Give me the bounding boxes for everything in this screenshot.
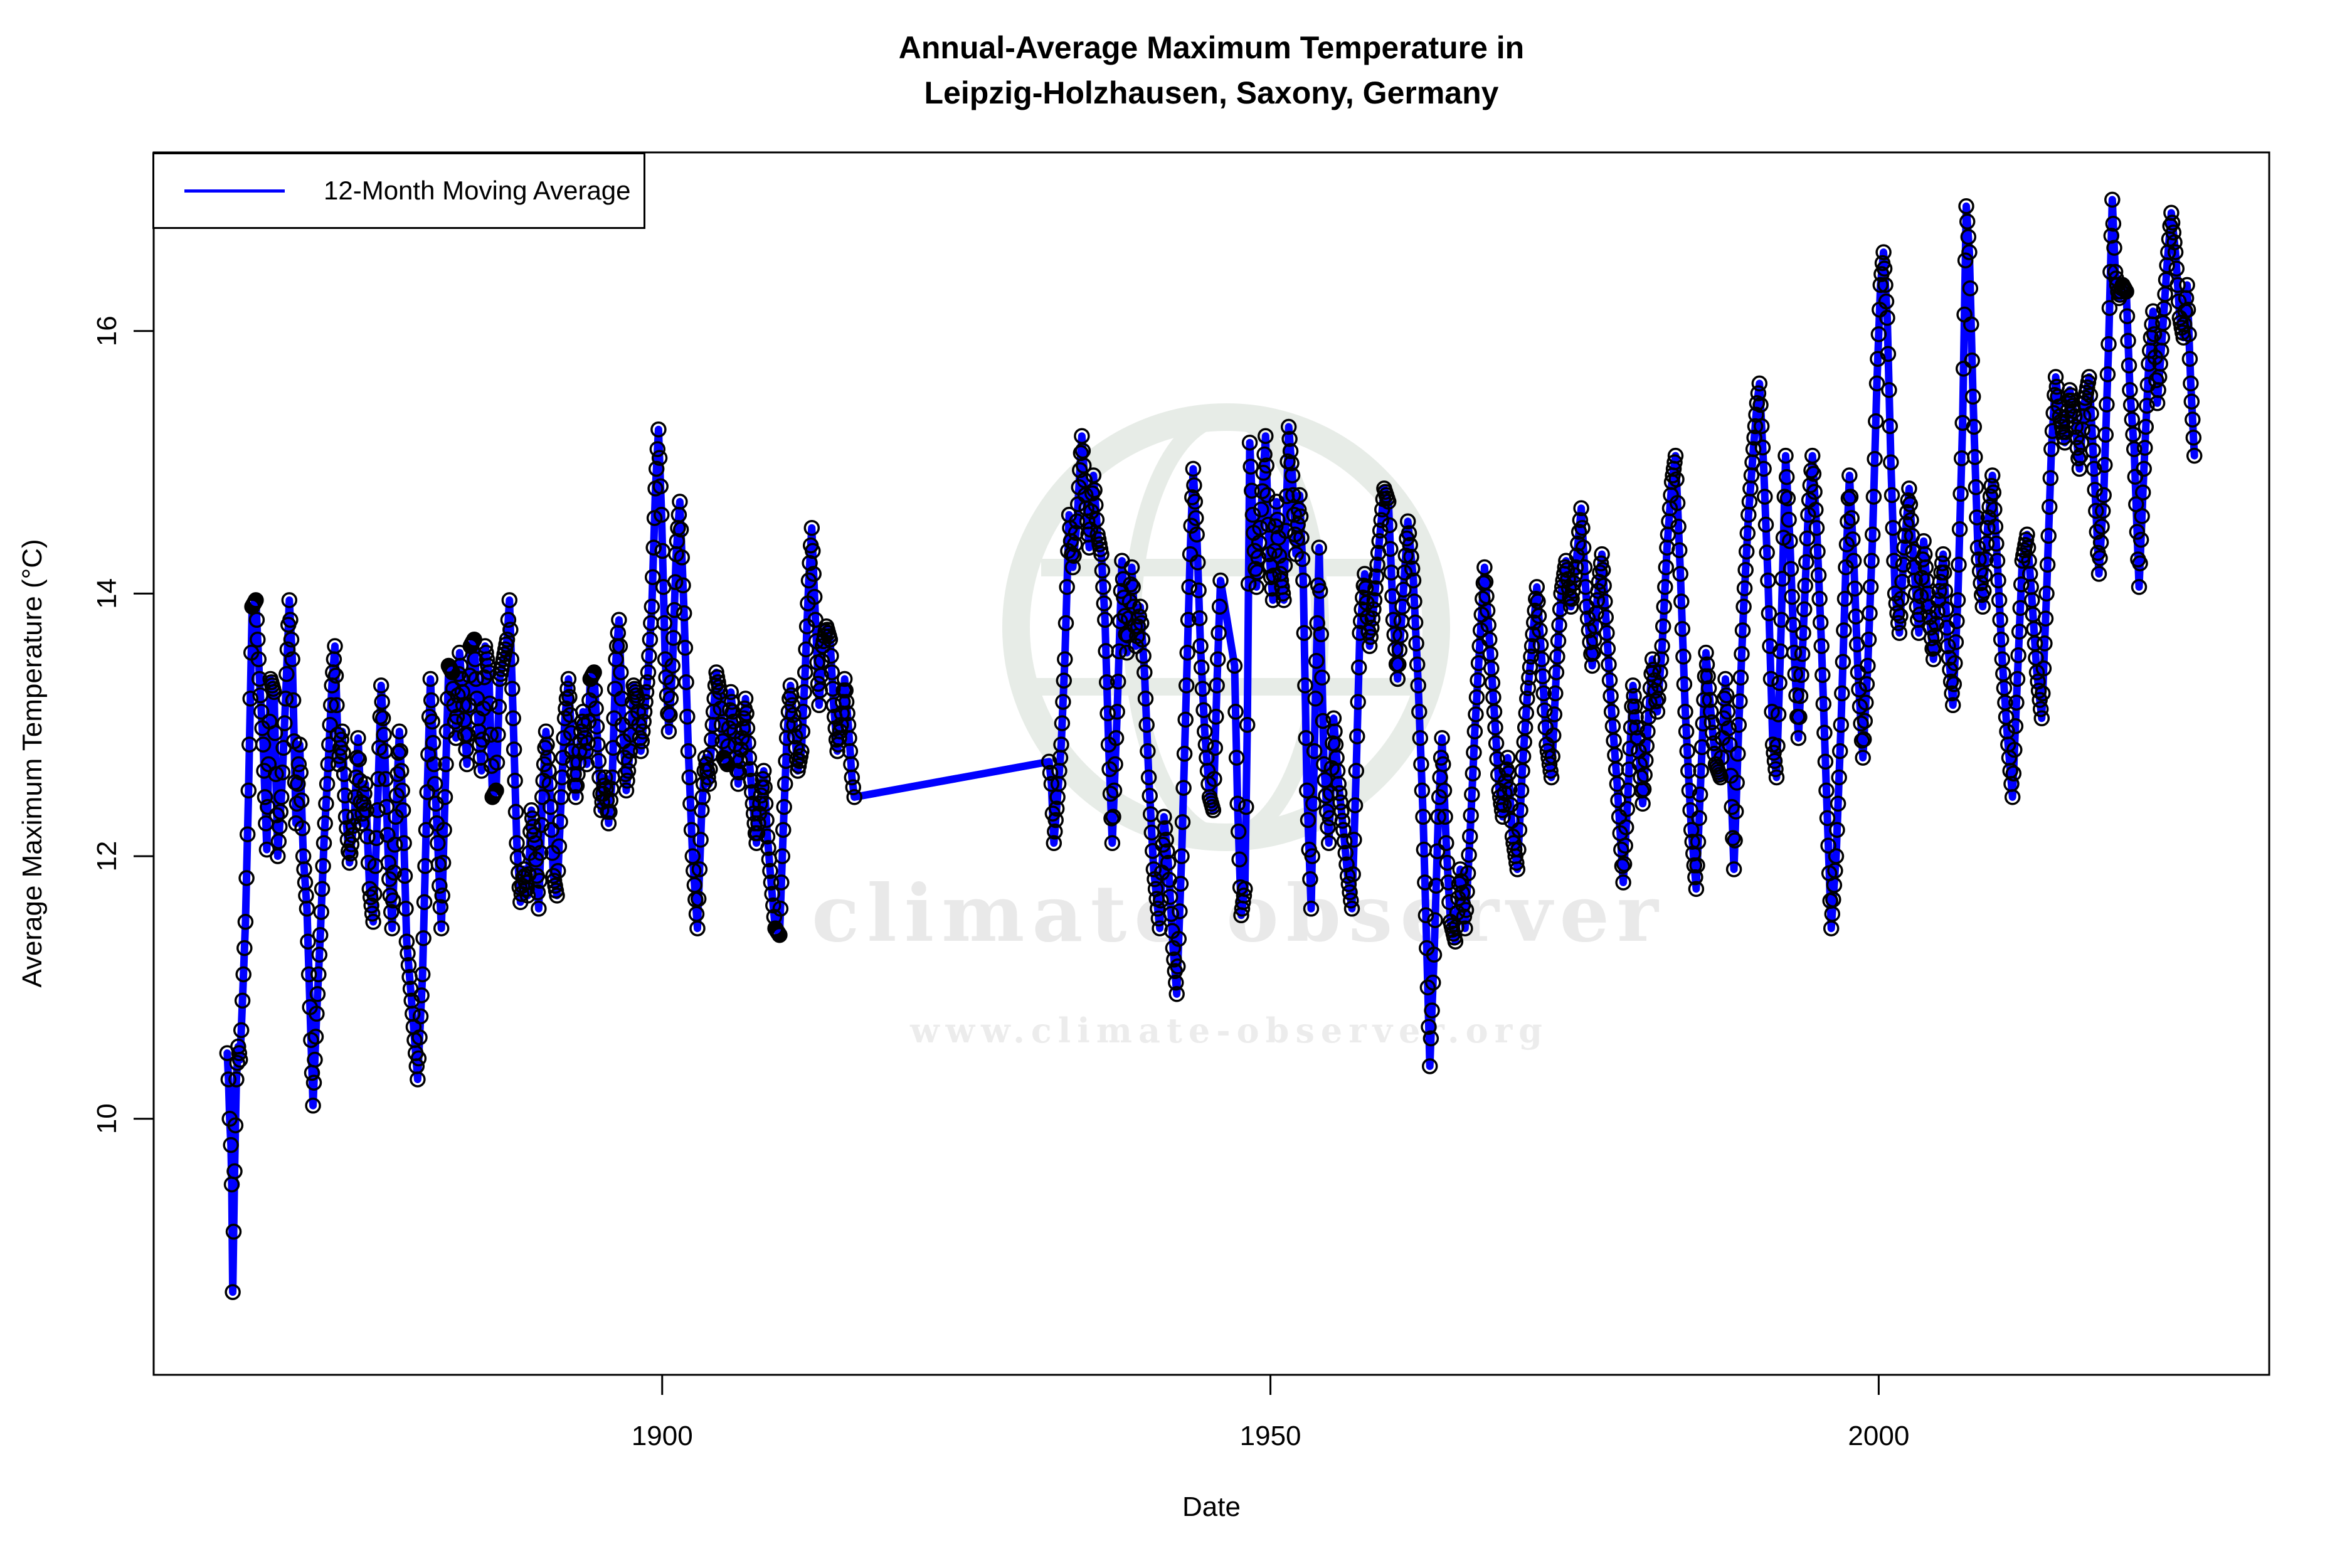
x-tick-label: 1950 xyxy=(1240,1421,1301,1451)
plot-border xyxy=(152,151,2270,1376)
y-tick-label: 16 xyxy=(92,315,122,346)
legend-label: 12-Month Moving Average xyxy=(324,176,631,205)
y-tick-label: 14 xyxy=(92,578,122,609)
moving-average-line xyxy=(223,196,2198,1296)
y-tick-label: 12 xyxy=(92,841,122,872)
title-line-2: Leipzig-Holzhausen, Saxony, Germany xyxy=(924,75,1499,110)
title-line-1: Annual-Average Maximum Temperature in xyxy=(898,30,1525,65)
y-axis-ticks: 10 12 14 16 xyxy=(92,315,154,1134)
x-axis-ticks: 1900 1950 2000 xyxy=(632,1375,1909,1451)
y-tick-label: 10 xyxy=(92,1103,122,1134)
page-title: Annual-Average Maximum Temperature in Le… xyxy=(154,25,2269,115)
x-tick-label: 2000 xyxy=(1848,1421,1909,1451)
watermark-url: www.climate-observer.org xyxy=(909,1010,1549,1051)
x-axis-title: Date xyxy=(1182,1491,1241,1522)
x-tick-label: 1900 xyxy=(632,1421,693,1451)
legend-box: 12-Month Moving Average xyxy=(152,152,645,229)
y-axis-title: Average Maximum Temperature (°C) xyxy=(17,539,48,988)
data-point-markers xyxy=(219,191,2203,1300)
legend-line-sample xyxy=(184,189,285,193)
